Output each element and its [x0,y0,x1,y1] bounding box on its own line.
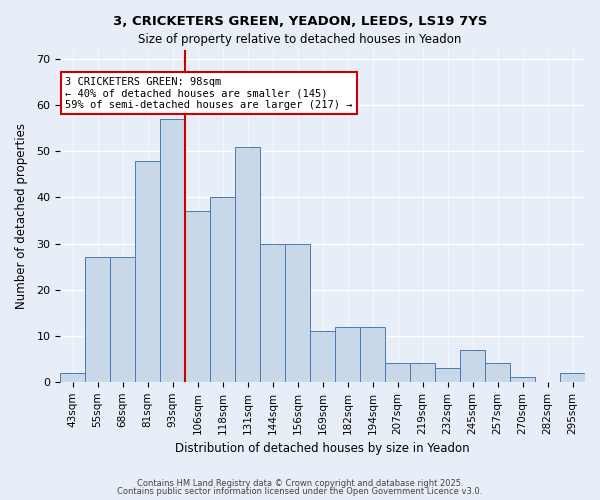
Bar [310,331,335,382]
Text: Size of property relative to detached houses in Yeadon: Size of property relative to detached ho… [139,32,461,46]
Bar [210,198,235,382]
Bar [510,377,535,382]
Text: Contains HM Land Registry data © Crown copyright and database right 2025.: Contains HM Land Registry data © Crown c… [137,478,463,488]
Bar [485,364,510,382]
Bar [385,364,410,382]
Text: 3, CRICKETERS GREEN, YEADON, LEEDS, LS19 7YS: 3, CRICKETERS GREEN, YEADON, LEEDS, LS19… [113,15,487,28]
Bar [285,244,310,382]
Bar [185,212,210,382]
Bar [85,258,110,382]
Bar [260,244,285,382]
Bar [360,326,385,382]
Bar [435,368,460,382]
Bar [335,326,360,382]
Bar [410,364,435,382]
X-axis label: Distribution of detached houses by size in Yeadon: Distribution of detached houses by size … [175,442,470,455]
Bar [110,258,135,382]
Text: 3 CRICKETERS GREEN: 98sqm
← 40% of detached houses are smaller (145)
59% of semi: 3 CRICKETERS GREEN: 98sqm ← 40% of detac… [65,76,353,110]
Bar [135,160,160,382]
Bar [460,350,485,382]
Bar [560,372,585,382]
Bar [235,147,260,382]
Bar [160,119,185,382]
Y-axis label: Number of detached properties: Number of detached properties [15,123,28,309]
Text: Contains public sector information licensed under the Open Government Licence v3: Contains public sector information licen… [118,487,482,496]
Bar [60,372,85,382]
